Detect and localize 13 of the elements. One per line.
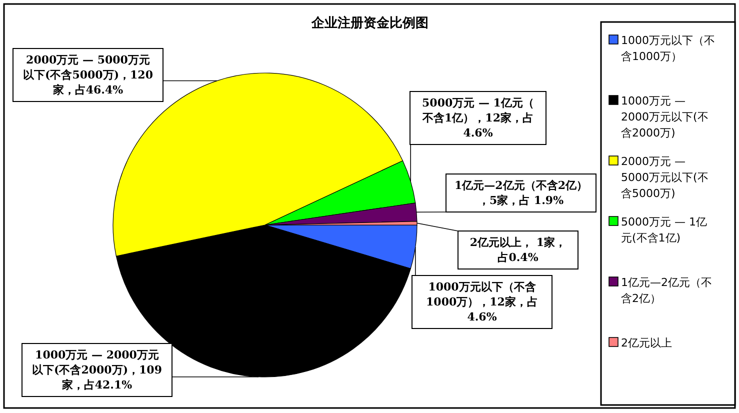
data-label: 1000万元以下（不含1000万），12家，占4.6% [426, 280, 538, 324]
legend-label: 1亿元—2亿元（不含2亿） [621, 276, 712, 305]
legend-label: 1000万元 — 2000万元以下(不含2000万) [621, 94, 708, 140]
data-label: 2亿元以上， 1家，占0.4% [470, 236, 566, 264]
legend-label: 1000万元以下（不含1000万） [621, 34, 715, 63]
data-label: 1000万元 — 2000万元以下(不含2000万)，109家，占42.1% [32, 348, 162, 392]
chart-title: 企业注册资金比例图 [310, 15, 428, 31]
legend-label: 5000万元 — 1亿元(不含1亿) [621, 216, 707, 244]
data-label: 5000万元 — 1亿元（不含1亿），12家，占4.6% [422, 96, 534, 140]
legend-label: 2000万元 — 5000万元以下(不含5000万) [621, 155, 708, 200]
legend-label: 2亿元以上 [621, 336, 672, 350]
data-label: 2000万元 — 5000万元以下(不含5000万)，120家，占46.4% [23, 54, 154, 96]
data-label: 1亿元—2亿元（不含2亿），5家，占 1.9% [454, 179, 588, 207]
